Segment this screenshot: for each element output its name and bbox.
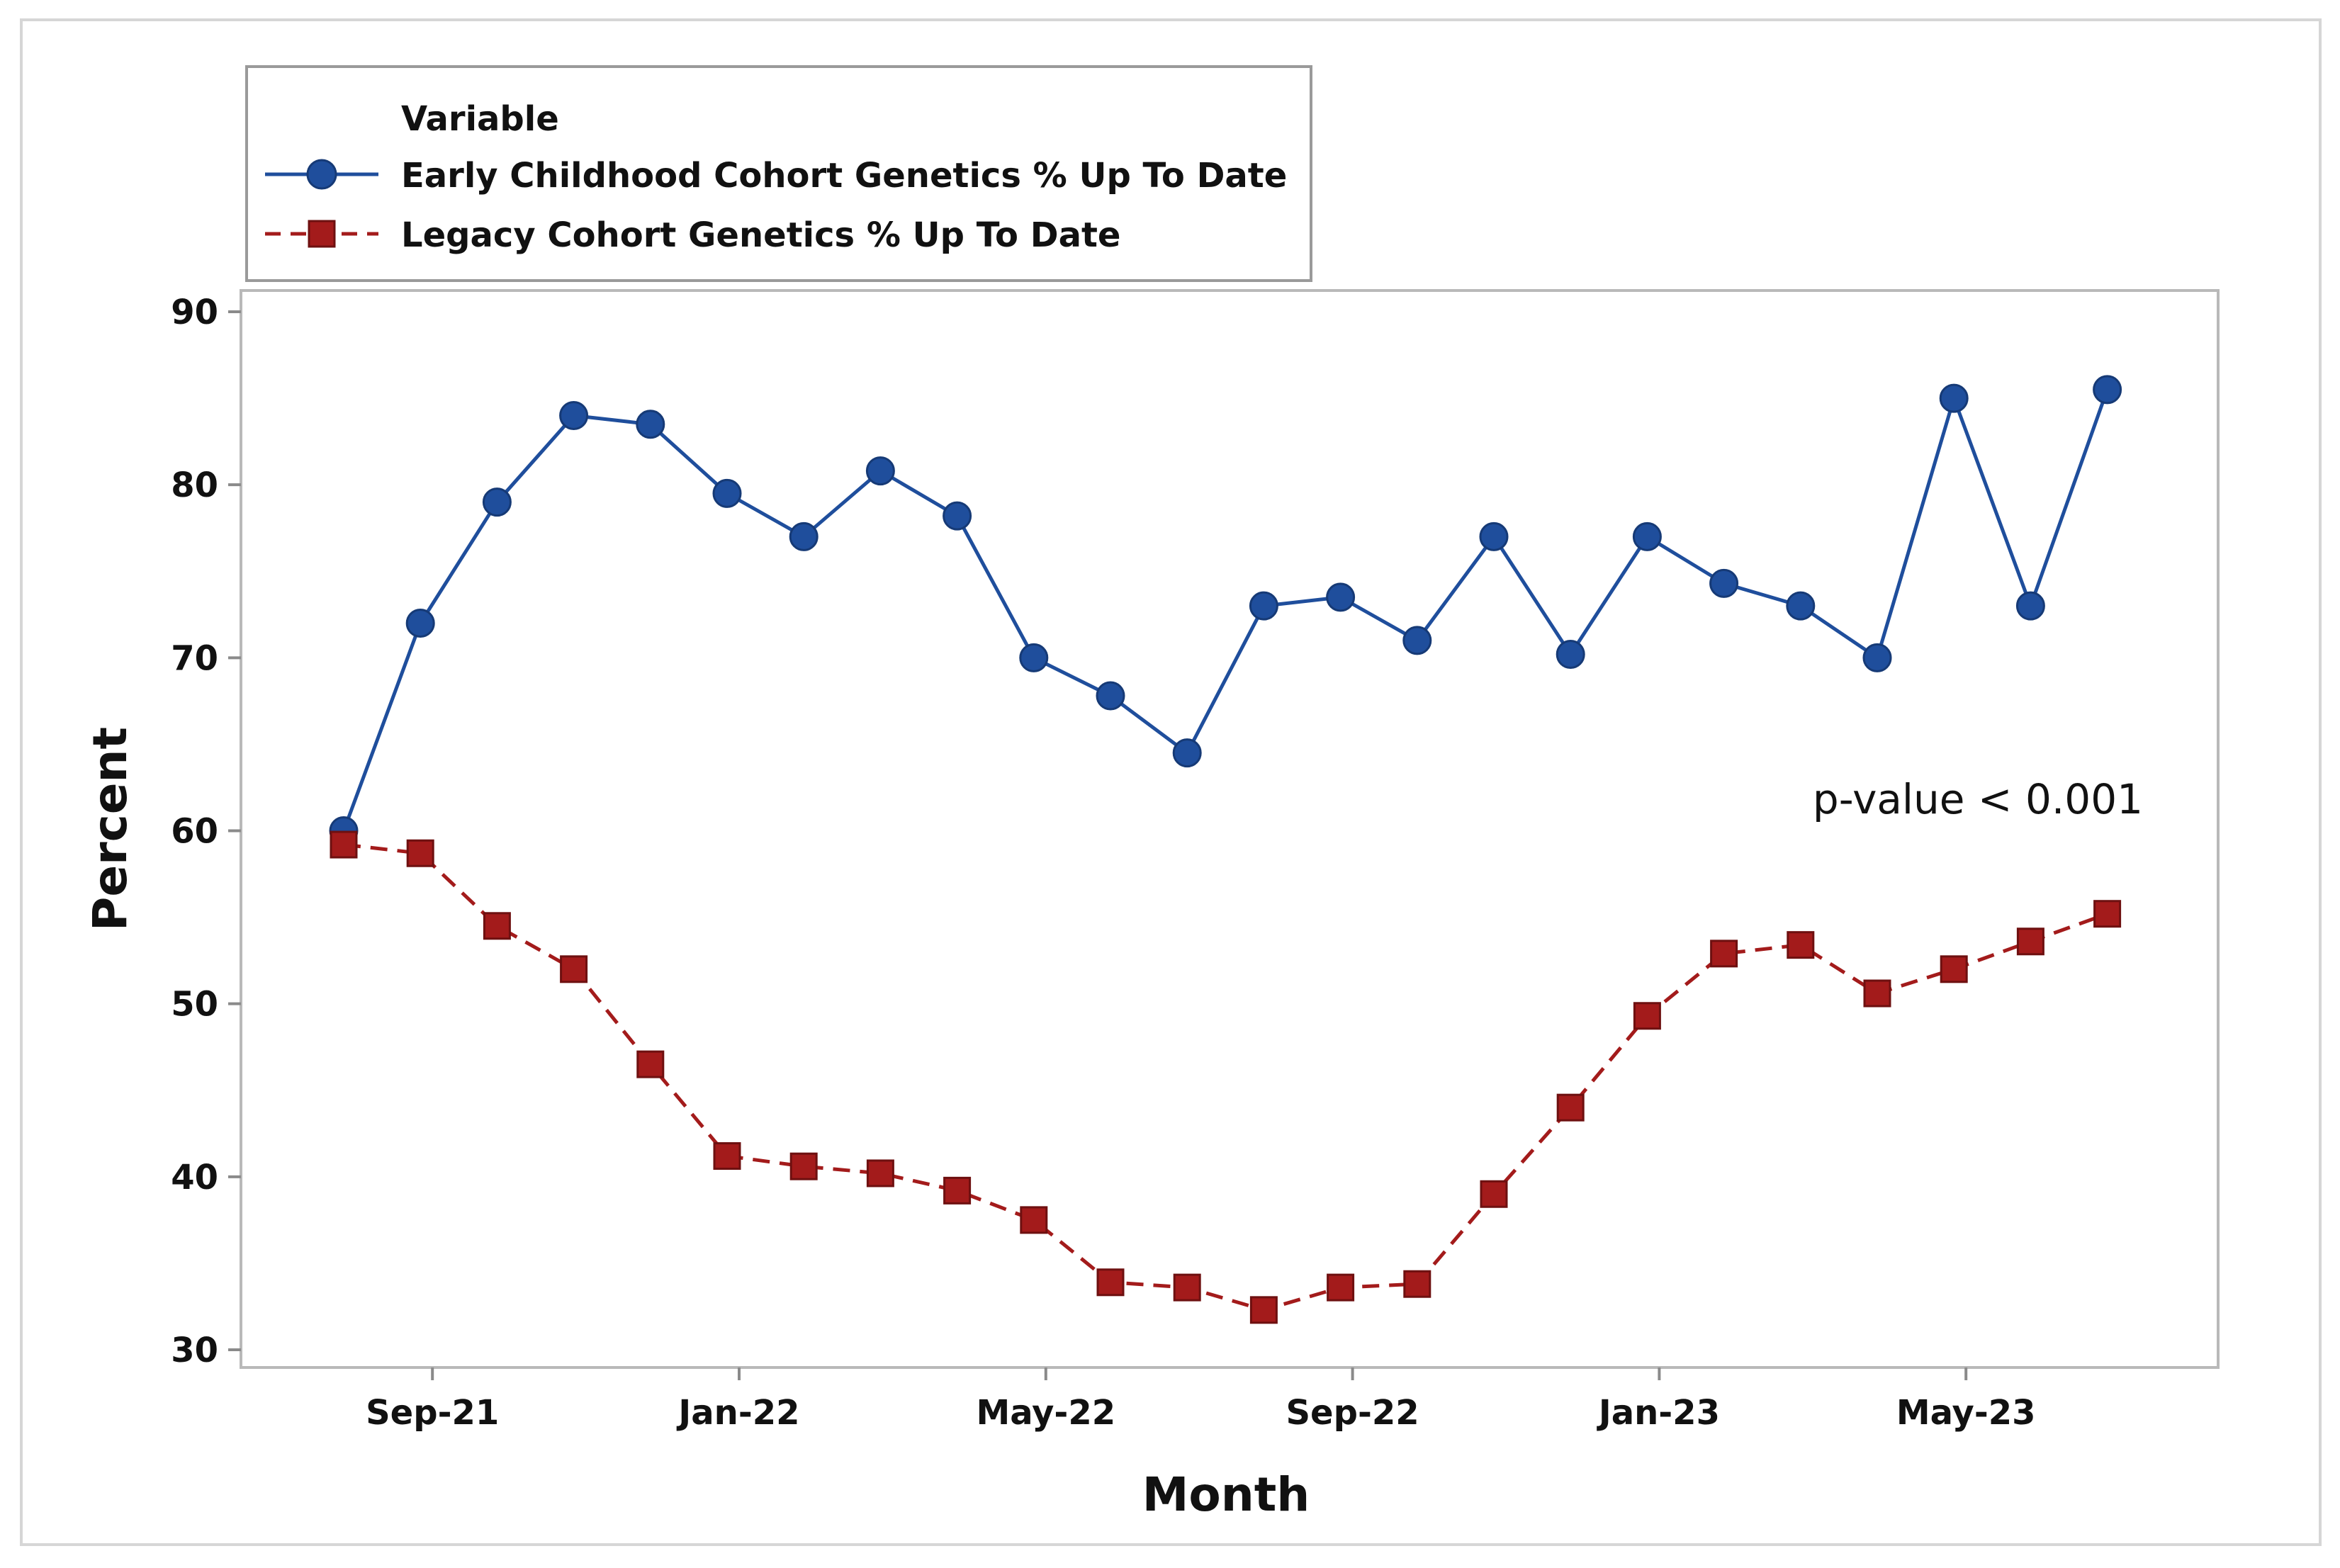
- y-tick-label: 40: [171, 1158, 218, 1197]
- data-point-legacy: [406, 839, 434, 867]
- data-point-legacy: [636, 1050, 665, 1078]
- y-tick-label: 90: [171, 293, 218, 332]
- data-point-early: [1939, 383, 1969, 413]
- data-point-early: [1172, 738, 1202, 768]
- data-point-legacy: [560, 955, 588, 983]
- legend-box: [245, 65, 1312, 282]
- data-point-early: [1786, 591, 1816, 621]
- data-point-legacy: [943, 1176, 972, 1205]
- data-point-legacy: [866, 1159, 894, 1188]
- data-point-early: [712, 478, 742, 508]
- data-point-legacy: [713, 1142, 741, 1171]
- y-tick-label: 70: [171, 638, 218, 678]
- data-point-legacy: [1633, 1002, 1661, 1030]
- data-point-legacy: [1940, 955, 1968, 983]
- data-point-legacy: [2016, 927, 2044, 956]
- data-point-early: [2093, 375, 2122, 405]
- y-tick-label: 30: [171, 1331, 218, 1370]
- data-point-early: [865, 456, 895, 486]
- x-tick-label: Jan-23: [1597, 1393, 1720, 1433]
- data-point-legacy: [1173, 1273, 1201, 1302]
- data-point-legacy: [483, 912, 511, 940]
- data-point-legacy: [1096, 1268, 1125, 1297]
- data-point-early: [1019, 643, 1049, 672]
- data-point-early: [1862, 643, 1892, 672]
- data-point-legacy: [1020, 1206, 1048, 1234]
- data-point-legacy: [1403, 1270, 1431, 1298]
- data-point-legacy: [2093, 900, 2122, 928]
- data-point-early: [1402, 626, 1432, 655]
- data-point-early: [1326, 582, 1356, 612]
- data-point-early: [789, 521, 819, 551]
- legend: Variable Early Childhood Cohort Genetics…: [245, 65, 1312, 282]
- data-point-early: [559, 401, 589, 430]
- x-tick-label: May-23: [1896, 1393, 2036, 1433]
- data-point-legacy: [1787, 931, 1815, 959]
- data-point-legacy: [789, 1152, 818, 1180]
- data-point-early: [1632, 521, 1662, 551]
- legend-marker-early: [306, 159, 337, 190]
- y-tick-label: 50: [171, 985, 218, 1025]
- x-tick-label: May-22: [976, 1393, 1115, 1433]
- data-point-early: [943, 501, 972, 531]
- data-point-early: [1249, 591, 1278, 621]
- x-axis: Sep-21 Jan-22 May-22 Sep-22 Jan-23 May-23: [366, 1367, 2036, 1433]
- series-legacy: [330, 830, 2122, 1324]
- data-point-early: [1709, 568, 1739, 598]
- x-tick-label: Sep-22: [1286, 1393, 1419, 1433]
- legend-marker-legacy: [308, 220, 336, 248]
- data-point-early: [2015, 591, 2045, 621]
- data-point-early: [1479, 521, 1509, 551]
- y-axis: 30 40 50 60 70 80 90: [171, 293, 241, 1370]
- data-point-early: [482, 487, 512, 517]
- data-point-early: [1096, 681, 1125, 711]
- y-axis-title: Percent: [83, 727, 137, 931]
- legend-title: Variable: [401, 99, 559, 139]
- data-point-legacy: [330, 830, 358, 859]
- data-point-legacy: [1863, 979, 1891, 1008]
- series-early-childhood: [329, 375, 2122, 845]
- x-tick-label: Jan-22: [676, 1393, 799, 1433]
- data-point-legacy: [1327, 1273, 1355, 1302]
- data-point-legacy: [1249, 1296, 1278, 1324]
- data-point-legacy: [1710, 940, 1738, 968]
- x-axis-title: Month: [1142, 1467, 1310, 1522]
- series-layer: [329, 375, 2122, 1324]
- x-tick-label: Sep-21: [366, 1393, 499, 1433]
- data-point-early: [1556, 639, 1585, 669]
- p-value-annotation: p-value < 0.001: [1813, 775, 2143, 823]
- data-point-legacy: [1480, 1180, 1508, 1208]
- data-point-legacy: [1556, 1093, 1585, 1122]
- legend-label-legacy: Legacy Cohort Genetics % Up To Date: [401, 215, 1120, 255]
- plot-area: [240, 289, 2220, 1369]
- y-tick-label: 80: [171, 466, 218, 505]
- data-point-early: [636, 410, 665, 439]
- data-point-early: [405, 609, 435, 638]
- legend-label-early: Early Childhood Cohort Genetics % Up To …: [401, 156, 1287, 196]
- y-tick-label: 60: [171, 812, 218, 852]
